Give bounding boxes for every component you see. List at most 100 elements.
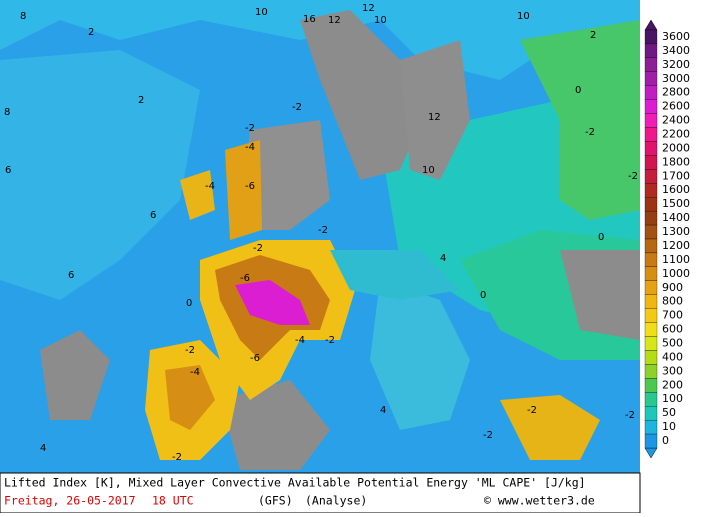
colorbar-label: 50 [662, 406, 676, 419]
colorbar-swatch [644, 113, 658, 128]
colorbar-swatch [644, 43, 658, 59]
caption-box [0, 472, 641, 514]
colorbar-label: 500 [662, 337, 683, 350]
contour-label: -2 [628, 171, 638, 182]
contour-label: -6 [245, 181, 255, 192]
colorbar-label: 100 [662, 392, 683, 405]
contour-label: 2 [138, 95, 144, 106]
colorbar-swatch [644, 169, 658, 184]
colorbar-swatch [644, 252, 658, 268]
colorbar-label: 300 [662, 364, 683, 377]
colorbar-label: 2000 [662, 141, 690, 154]
colorbar-swatch [644, 71, 658, 86]
colorbar-swatch [644, 364, 658, 379]
contour-label: 12 [428, 112, 441, 123]
contour-label: -2 [527, 405, 537, 416]
colorbar-swatch [644, 197, 658, 212]
colorbar-label: 600 [662, 323, 683, 336]
contour-label: -2 [172, 452, 182, 463]
colorbar-label: 1200 [662, 239, 690, 252]
colorbar-swatch [644, 406, 658, 421]
contour-label: 8 [4, 107, 10, 118]
contour-label: 16 [303, 14, 316, 25]
contour-label: -2 [625, 410, 635, 421]
colorbar-swatch [644, 29, 658, 45]
contour-label: 6 [150, 210, 156, 221]
colorbar-label: 2200 [662, 128, 690, 141]
contour-label: 4 [40, 443, 46, 454]
colorbar-swatch [644, 336, 658, 351]
colorbar-label: 3000 [662, 72, 690, 85]
colorbar: 3600340032003000280026002400220020001800… [644, 0, 704, 473]
contour-label: 4 [380, 405, 386, 416]
contour-label: -4 [190, 367, 200, 378]
contour-label: 2 [590, 30, 596, 41]
contour-label: -2 [325, 335, 335, 346]
colorbar-label: 10 [662, 420, 676, 433]
colorbar-label: 0 [662, 434, 669, 447]
contour-label: 0 [186, 298, 192, 309]
colorbar-label: 1000 [662, 267, 690, 280]
colorbar-swatch [644, 266, 658, 281]
colorbar-swatch [644, 155, 658, 170]
colorbar-swatch [644, 210, 658, 226]
colorbar-label: 1800 [662, 155, 690, 168]
caption-date: Freitag, 26-05-2017 [4, 494, 136, 508]
caption-credit: © www.wetter3.de [484, 494, 595, 508]
colorbar-label: 800 [662, 295, 683, 308]
colorbar-swatch [644, 419, 658, 435]
colorbar-swatch [644, 99, 658, 114]
contour-label: 10 [422, 165, 435, 176]
contour-label: -6 [250, 353, 260, 364]
colorbar-label: 2400 [662, 114, 690, 127]
colorbar-label: 1300 [662, 225, 690, 238]
colorbar-label: 200 [662, 378, 683, 391]
caption-run: (Analyse) [305, 494, 367, 508]
colorbar-swatch [644, 183, 658, 198]
colorbar-label: 400 [662, 350, 683, 363]
colorbar-swatch [644, 224, 658, 240]
caption-time: 18 UTC [152, 494, 194, 508]
contour-label: -2 [185, 345, 195, 356]
colorbar-label: 3600 [662, 30, 690, 43]
colorbar-label: 1700 [662, 169, 690, 182]
caption-title: Lifted Index [K], Mixed Layer Convective… [4, 476, 586, 490]
contour-label: -2 [318, 225, 328, 236]
contour-label: 10 [517, 11, 530, 22]
colorbar-swatch [644, 280, 658, 295]
contour-label: 6 [5, 165, 11, 176]
colorbar-label: 2600 [662, 100, 690, 113]
contour-label: 10 [374, 15, 387, 26]
colorbar-swatch [644, 378, 658, 393]
contour-label: 12 [328, 15, 341, 26]
contour-label: 0 [598, 232, 604, 243]
colorbar-label: 3200 [662, 58, 690, 71]
colorbar-label: 1500 [662, 197, 690, 210]
contour-label: 6 [68, 270, 74, 281]
colorbar-swatch [644, 322, 658, 337]
contour-label: -2 [245, 123, 255, 134]
colorbar-label: 1400 [662, 211, 690, 224]
colorbar-swatch [644, 127, 658, 142]
colorbar-label: 900 [662, 281, 683, 294]
contour-label: 2 [88, 27, 94, 38]
colorbar-label: 1100 [662, 253, 690, 266]
contour-label: -2 [253, 243, 263, 254]
contour-label: -4 [245, 142, 255, 153]
contour-label: -6 [240, 273, 250, 284]
colorbar-swatch [644, 308, 658, 323]
colorbar-swatch [644, 392, 658, 407]
colorbar-label: 700 [662, 309, 683, 322]
colorbar-swatch [644, 294, 658, 309]
contour-label: 12 [362, 3, 375, 14]
contour-label: 8 [20, 11, 26, 22]
contour-label: 4 [440, 253, 446, 264]
contour-label: -4 [295, 335, 305, 346]
colorbar-swatch [644, 141, 658, 156]
contour-label: 0 [480, 290, 486, 301]
map [0, 0, 640, 473]
colorbar-label: 2800 [662, 86, 690, 99]
contour-label: -2 [483, 430, 493, 441]
